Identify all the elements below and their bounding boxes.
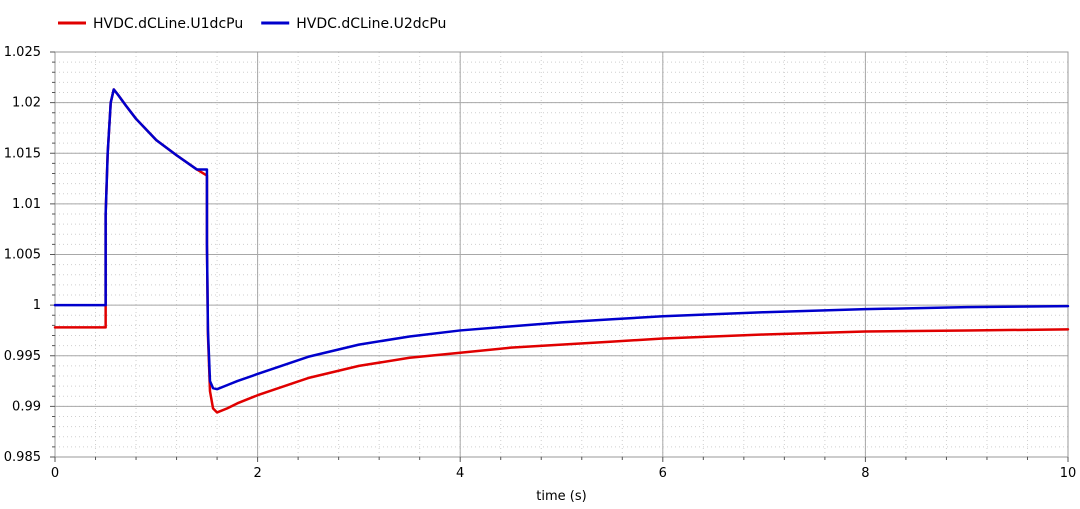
legend-label-2: HVDC.dCLine.U2dcPu: [296, 16, 446, 32]
legend: HVDC.dCLine.U1dcPu HVDC.dCLine.U2dcPu: [58, 16, 446, 32]
x-axis-ticks: 0 2 4 6 8 10: [51, 457, 1076, 481]
x-tick-label: 4: [456, 466, 464, 481]
x-tick-label: 6: [659, 466, 667, 481]
series-line-2: [53, 88, 1070, 391]
x-tick-label: 8: [861, 466, 869, 481]
x-tick-label: 2: [253, 466, 261, 481]
series-layer: [53, 88, 1070, 414]
y-tick-label: 0.995: [4, 349, 41, 364]
y-tick-label: 1.005: [4, 248, 41, 263]
x-tick-label: 10: [1060, 466, 1077, 481]
x-tick-label: 0: [51, 466, 59, 481]
x-axis-title: time (s): [536, 489, 586, 504]
y-axis-ticks: 0.985 0.99 0.995 1 1.005 1.01 1.015 1.02 1.025: [4, 45, 55, 465]
y-tick-label: 1.01: [12, 197, 41, 212]
y-tick-label: 1.025: [4, 45, 41, 60]
y-tick-label: 0.985: [4, 450, 41, 465]
legend-label-1: HVDC.dCLine.U1dcPu: [93, 16, 243, 32]
y-tick-label: 1: [33, 298, 41, 313]
y-tick-label: 0.99: [12, 399, 41, 414]
y-tick-label: 1.015: [4, 146, 41, 161]
y-tick-label: 1.02: [12, 96, 41, 111]
